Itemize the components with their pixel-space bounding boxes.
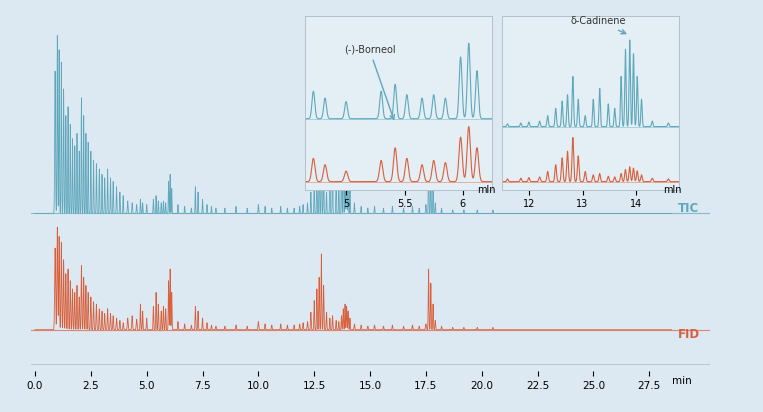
Text: mln: mln bbox=[477, 185, 496, 194]
Text: mln: mln bbox=[663, 185, 682, 194]
Text: FID: FID bbox=[678, 328, 700, 342]
Text: min: min bbox=[671, 376, 691, 386]
Text: δ-Cadinene: δ-Cadinene bbox=[571, 16, 626, 34]
Text: (-)-Borneol: (-)-Borneol bbox=[343, 44, 395, 119]
Text: TIC: TIC bbox=[678, 202, 700, 215]
